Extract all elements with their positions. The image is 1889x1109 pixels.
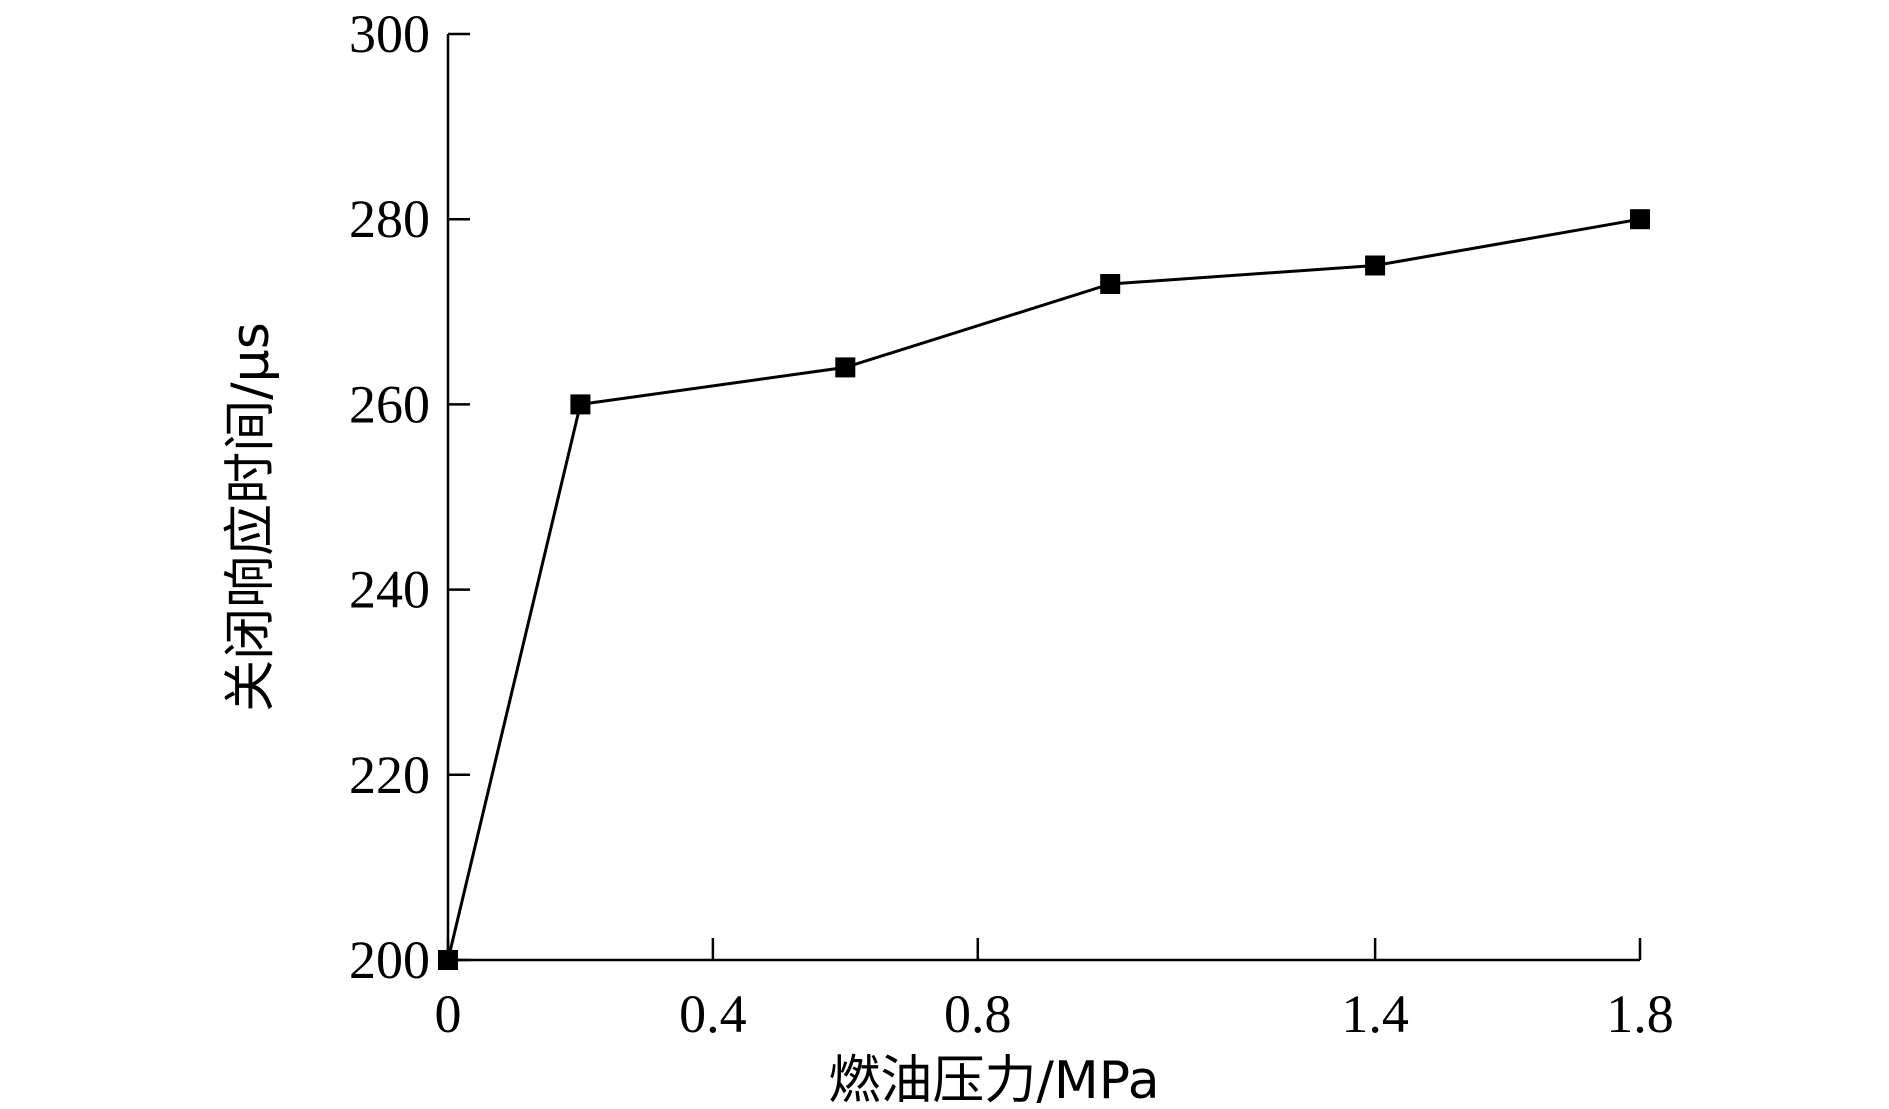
x-tick-label: 1.4: [1341, 984, 1409, 1044]
y-tick-label: 260: [349, 374, 430, 434]
axes: [446, 34, 1640, 962]
series-layer: [438, 209, 1650, 970]
data-point: [1100, 274, 1121, 294]
data-point: [835, 357, 856, 378]
x-tick-label: 0.4: [679, 984, 747, 1044]
y-tick-label: 200: [349, 930, 430, 990]
data-point: [1630, 209, 1650, 230]
y-tick-label: 220: [349, 745, 430, 805]
x-axis-title: 燃油压力/MPa: [828, 1051, 1159, 1109]
x-tick-label: 0.8: [944, 984, 1012, 1044]
y-axis-title: 关闭响应时间/μs: [221, 322, 281, 712]
series-line: [446, 217, 1641, 961]
data-point: [438, 950, 458, 970]
x-tick-label: 0: [435, 984, 462, 1044]
y-ticks: 200 220 240 260 280 300: [349, 4, 470, 990]
data-point: [1365, 255, 1386, 276]
data-point: [570, 394, 591, 415]
x-ticks: 0 0.4 0.8 1.4 1.8: [435, 938, 1674, 1044]
y-tick-label: 300: [349, 4, 430, 64]
y-tick-label: 280: [349, 189, 430, 249]
y-tick-label: 240: [349, 560, 430, 620]
x-tick-label: 1.8: [1606, 984, 1674, 1044]
